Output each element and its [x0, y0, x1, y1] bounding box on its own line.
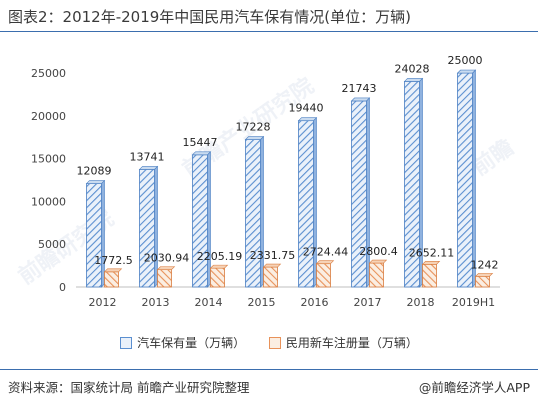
data-label-vehicle-stock: 17228 — [236, 121, 271, 134]
x-tick-label: 2017 — [354, 296, 382, 309]
bar-new-registrations-top — [262, 263, 282, 268]
data-label-new-registrations: 1772.5 — [94, 254, 133, 267]
bar-vehicle-stock-side — [260, 135, 264, 288]
bar-new-registrations — [104, 271, 119, 288]
header-rule — [0, 31, 538, 32]
y-tick-label: 0 — [59, 281, 66, 294]
bar-new-registrations — [210, 267, 225, 288]
bar-vehicle-stock-side — [154, 165, 158, 288]
data-label-vehicle-stock: 21743 — [342, 82, 377, 95]
bar-vehicle-stock-side — [313, 116, 317, 288]
bar-new-registrations-top — [421, 261, 441, 265]
y-tick-label: 5000 — [38, 238, 66, 251]
bar-vehicle-stock — [139, 169, 155, 288]
data-label-vehicle-stock: 12089 — [77, 165, 112, 178]
bar-vehicle-stock-side — [207, 151, 211, 288]
bar-vehicle-stock — [351, 100, 367, 288]
data-label-new-registrations: 2652.11 — [409, 246, 455, 259]
data-label-new-registrations: 2331.75 — [250, 249, 296, 262]
bar-vehicle-stock — [457, 72, 473, 288]
bar-vehicle-stock — [192, 154, 208, 288]
data-label-new-registrations: 1242 — [471, 258, 499, 271]
bar-new-registrations-top — [156, 266, 176, 270]
brand-credit: @前瞻经济学人APP — [418, 380, 530, 395]
data-label-vehicle-stock: 25000 — [448, 54, 483, 67]
x-tick-label: 2019H1 — [452, 296, 495, 309]
data-label-new-registrations: 2800.4 — [359, 245, 398, 258]
bar-new-registrations-top — [103, 268, 123, 273]
bar-vehicle-stock — [245, 139, 261, 288]
data-label-vehicle-stock: 15447 — [183, 136, 218, 149]
legend-swatch-orange — [268, 336, 281, 349]
y-tick-label: 10000 — [31, 195, 66, 208]
chart-legend: 汽车保有量（万辆） 民用新车注册量（万辆） — [0, 334, 538, 352]
data-label-new-registrations: 2030.94 — [144, 252, 190, 265]
x-tick-label: 2015 — [248, 296, 276, 309]
bar-new-registrations-top — [474, 273, 494, 277]
bar-vehicle-stock-side — [366, 97, 370, 288]
data-label-vehicle-stock: 19440 — [289, 102, 324, 115]
bar-vehicle-stock — [86, 183, 102, 288]
y-tick-label: 20000 — [31, 110, 66, 123]
bar-new-registrations — [263, 266, 278, 288]
bar-vehicle-stock-side — [472, 69, 476, 288]
bar-chart: 0 5000 10000 15000 20000 25000 2012 2013 2014 201… — [31, 54, 500, 309]
bar-new-registrations — [316, 263, 331, 288]
legend-item-vehicle-stock: 汽车保有量（万辆） — [120, 334, 245, 351]
chart-area: 0 5000 10000 15000 20000 25000 2012 2013 2014 201… — [0, 32, 538, 366]
bar-new-registrations — [369, 262, 384, 288]
bar-new-registrations-top — [315, 260, 335, 264]
bar-new-registrations-top — [209, 264, 229, 269]
data-label-vehicle-stock: 24028 — [395, 62, 430, 75]
y-tick-label: 15000 — [31, 153, 66, 166]
x-tick-label: 2014 — [195, 296, 223, 309]
legend-label: 民用新车注册量（万辆） — [285, 336, 418, 350]
data-label-new-registrations: 2724.44 — [303, 246, 349, 259]
footer-rule — [0, 369, 538, 370]
legend-swatch-blue — [120, 336, 133, 349]
data-label-vehicle-stock: 13741 — [130, 150, 165, 163]
source-note: 资料来源：国家统计局 前瞻产业研究院整理 — [8, 380, 250, 395]
x-tick-label: 2013 — [142, 296, 170, 309]
x-tick-label: 2012 — [89, 296, 117, 309]
legend-item-new-registrations: 民用新车注册量（万辆） — [268, 334, 418, 351]
bar-new-registrations — [157, 269, 172, 288]
bar-new-registrations — [475, 275, 490, 288]
y-tick-label: 25000 — [31, 67, 66, 80]
x-tick-label: 2016 — [301, 296, 329, 309]
bar-new-registrations — [422, 263, 437, 288]
bar-vehicle-stock-side — [101, 179, 105, 288]
chart-title: 图表2：2012年-2019年中国民用汽车保有情况(单位：万辆) — [8, 8, 412, 26]
legend-label: 汽车保有量（万辆） — [137, 336, 246, 350]
data-label-new-registrations: 2205.19 — [197, 250, 243, 263]
bar-new-registrations-top — [368, 259, 388, 264]
x-tick-label: 2018 — [407, 296, 435, 309]
bar-vehicle-stock — [298, 120, 314, 288]
